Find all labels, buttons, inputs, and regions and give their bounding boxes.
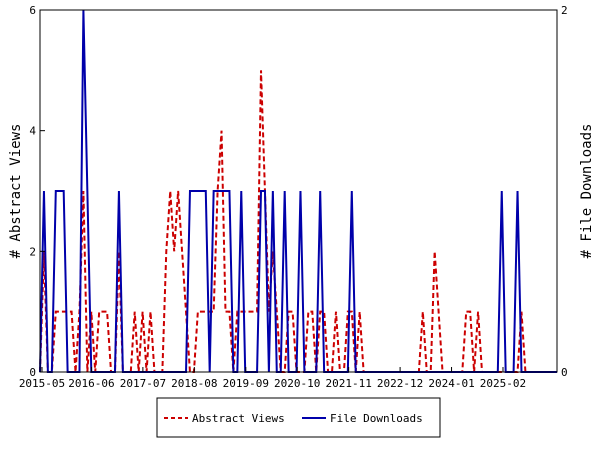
left-y-tick-label: 2	[29, 245, 36, 258]
legend-label-abstract-views: Abstract Views	[192, 412, 285, 425]
x-tick-label: 2024-01	[428, 377, 474, 390]
x-tick-label: 2025-02	[480, 377, 526, 390]
right-axis-title: # File Downloads	[579, 124, 595, 259]
left-y-tick-label: 4	[29, 125, 36, 138]
legend-label-file-downloads: File Downloads	[330, 412, 423, 425]
plot-frame	[39, 9, 558, 373]
x-tick-label: 2016-06	[68, 377, 114, 390]
legend-box	[156, 397, 441, 438]
right-y-tick-label: 2	[561, 4, 568, 17]
x-tick-label: 2017-07	[120, 377, 166, 390]
x-tick-label: 2015-05	[19, 377, 65, 390]
x-tick-label: 2021-11	[325, 377, 371, 390]
x-tick-label: 2022-12	[377, 377, 423, 390]
left-y-tick-label: 6	[29, 4, 36, 17]
left-y-tick-label: 0	[29, 366, 36, 379]
left-axis-title: # Abstract Views	[8, 124, 24, 259]
x-tick-label: 2019-09	[223, 377, 269, 390]
legend: Abstract Views File Downloads	[156, 397, 441, 438]
x-tick-label: 2020-10	[274, 377, 320, 390]
right-y-tick-label: 0	[561, 366, 568, 379]
x-tick-label: 2018-08	[171, 377, 217, 390]
